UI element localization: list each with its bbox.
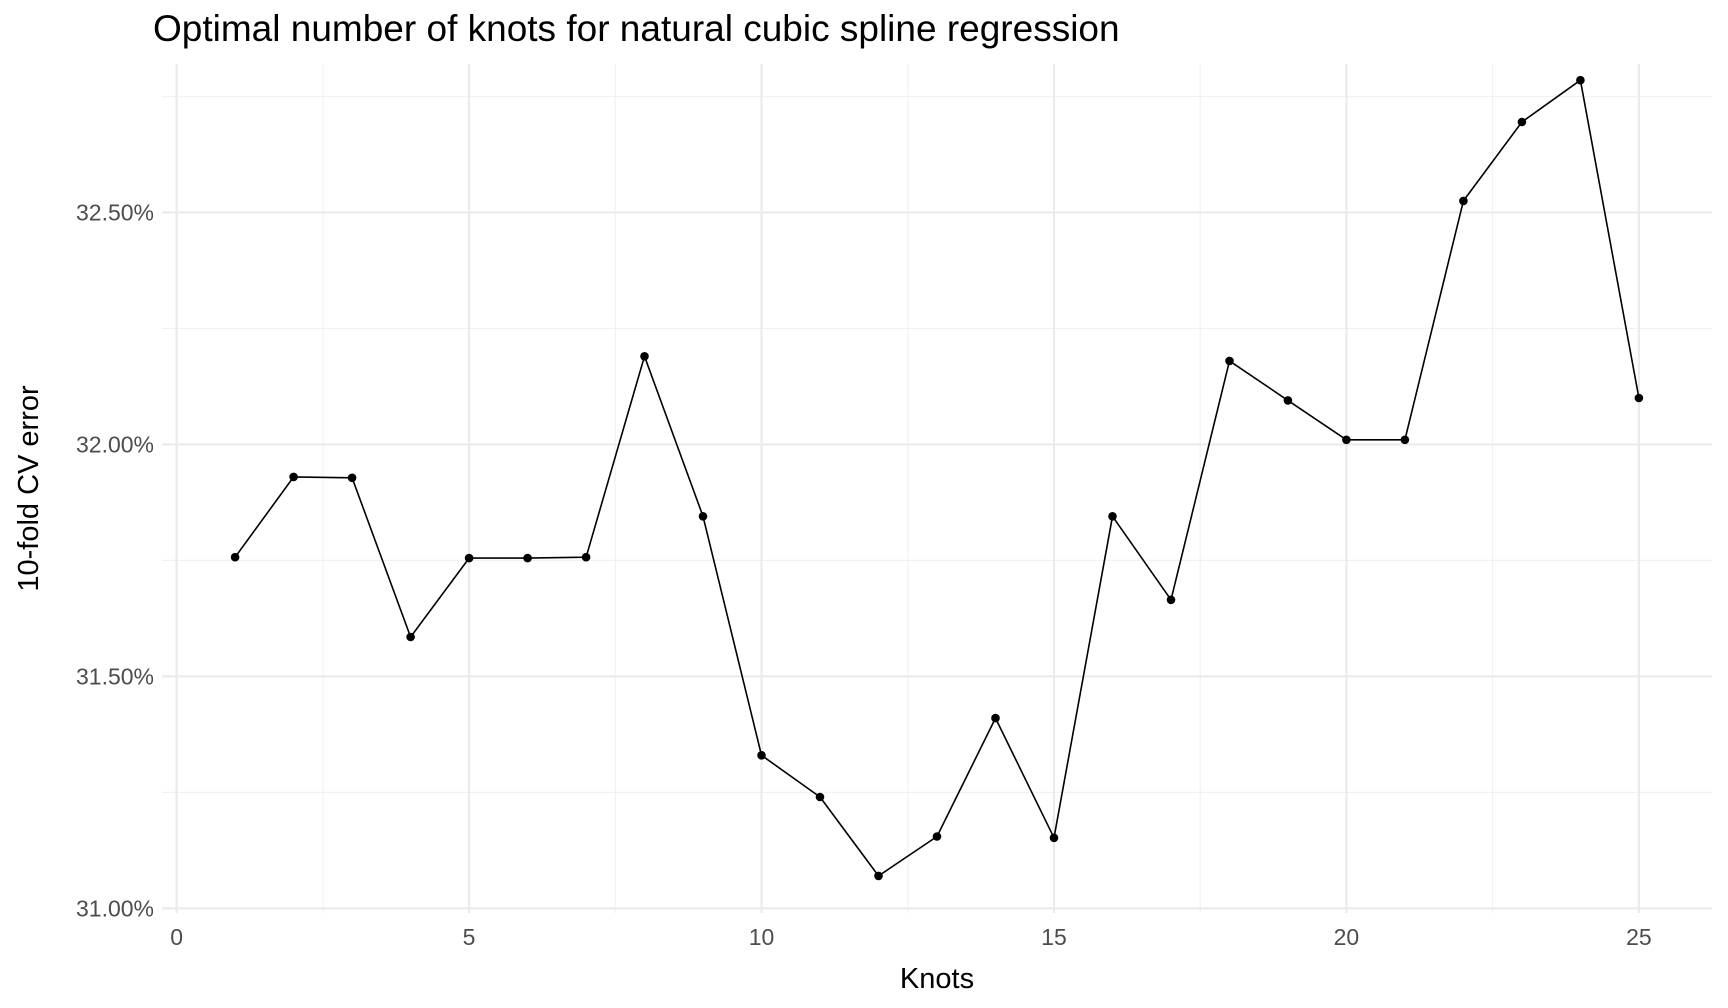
x-tick-label: 5 — [463, 924, 476, 950]
y-axis-ticks: 31.00% 31.50% 32.00% 32.50% — [76, 199, 154, 921]
data-point — [1576, 75, 1585, 85]
data-point — [464, 553, 474, 563]
data-point — [289, 472, 298, 482]
y-tick-label: 31.00% — [76, 895, 154, 921]
data-point — [230, 552, 240, 562]
chart-title: Optimal number of knots for natural cubi… — [153, 8, 1120, 49]
data-point — [1400, 435, 1410, 445]
data-point — [1634, 393, 1644, 403]
x-tick-label: 10 — [749, 924, 775, 950]
y-axis-title: 10-fold CV error — [13, 385, 45, 592]
data-points — [230, 75, 1644, 881]
data-point — [1459, 196, 1468, 206]
data-point — [1166, 595, 1176, 605]
data-point — [406, 632, 415, 642]
data-point — [991, 713, 1000, 723]
grid-lines — [162, 64, 1712, 913]
data-point — [815, 792, 825, 802]
data-point — [581, 552, 591, 562]
data-point — [1108, 512, 1117, 521]
data-point — [347, 473, 357, 483]
x-axis-ticks: 0 5 10 15 20 25 — [170, 924, 1651, 950]
data-point — [757, 751, 766, 760]
data-point — [523, 553, 532, 563]
x-tick-label: 25 — [1626, 924, 1652, 950]
x-tick-label: 15 — [1041, 924, 1067, 950]
x-tick-label: 20 — [1334, 924, 1360, 950]
y-tick-label: 32.00% — [76, 431, 154, 457]
data-point — [1517, 117, 1527, 127]
x-tick-label: 0 — [170, 924, 183, 950]
x-axis-title: Knots — [900, 963, 974, 995]
y-tick-label: 31.50% — [76, 663, 154, 689]
data-point — [874, 871, 883, 881]
data-point — [1225, 356, 1234, 366]
series-line — [234, 79, 1640, 877]
y-tick-label: 32.50% — [76, 199, 154, 225]
data-point — [698, 512, 708, 521]
data-point — [640, 352, 649, 361]
data-point — [1342, 435, 1351, 445]
data-point — [1049, 833, 1059, 843]
data-point — [932, 832, 942, 841]
data-point — [1283, 396, 1293, 405]
series-line-group — [234, 79, 1640, 877]
